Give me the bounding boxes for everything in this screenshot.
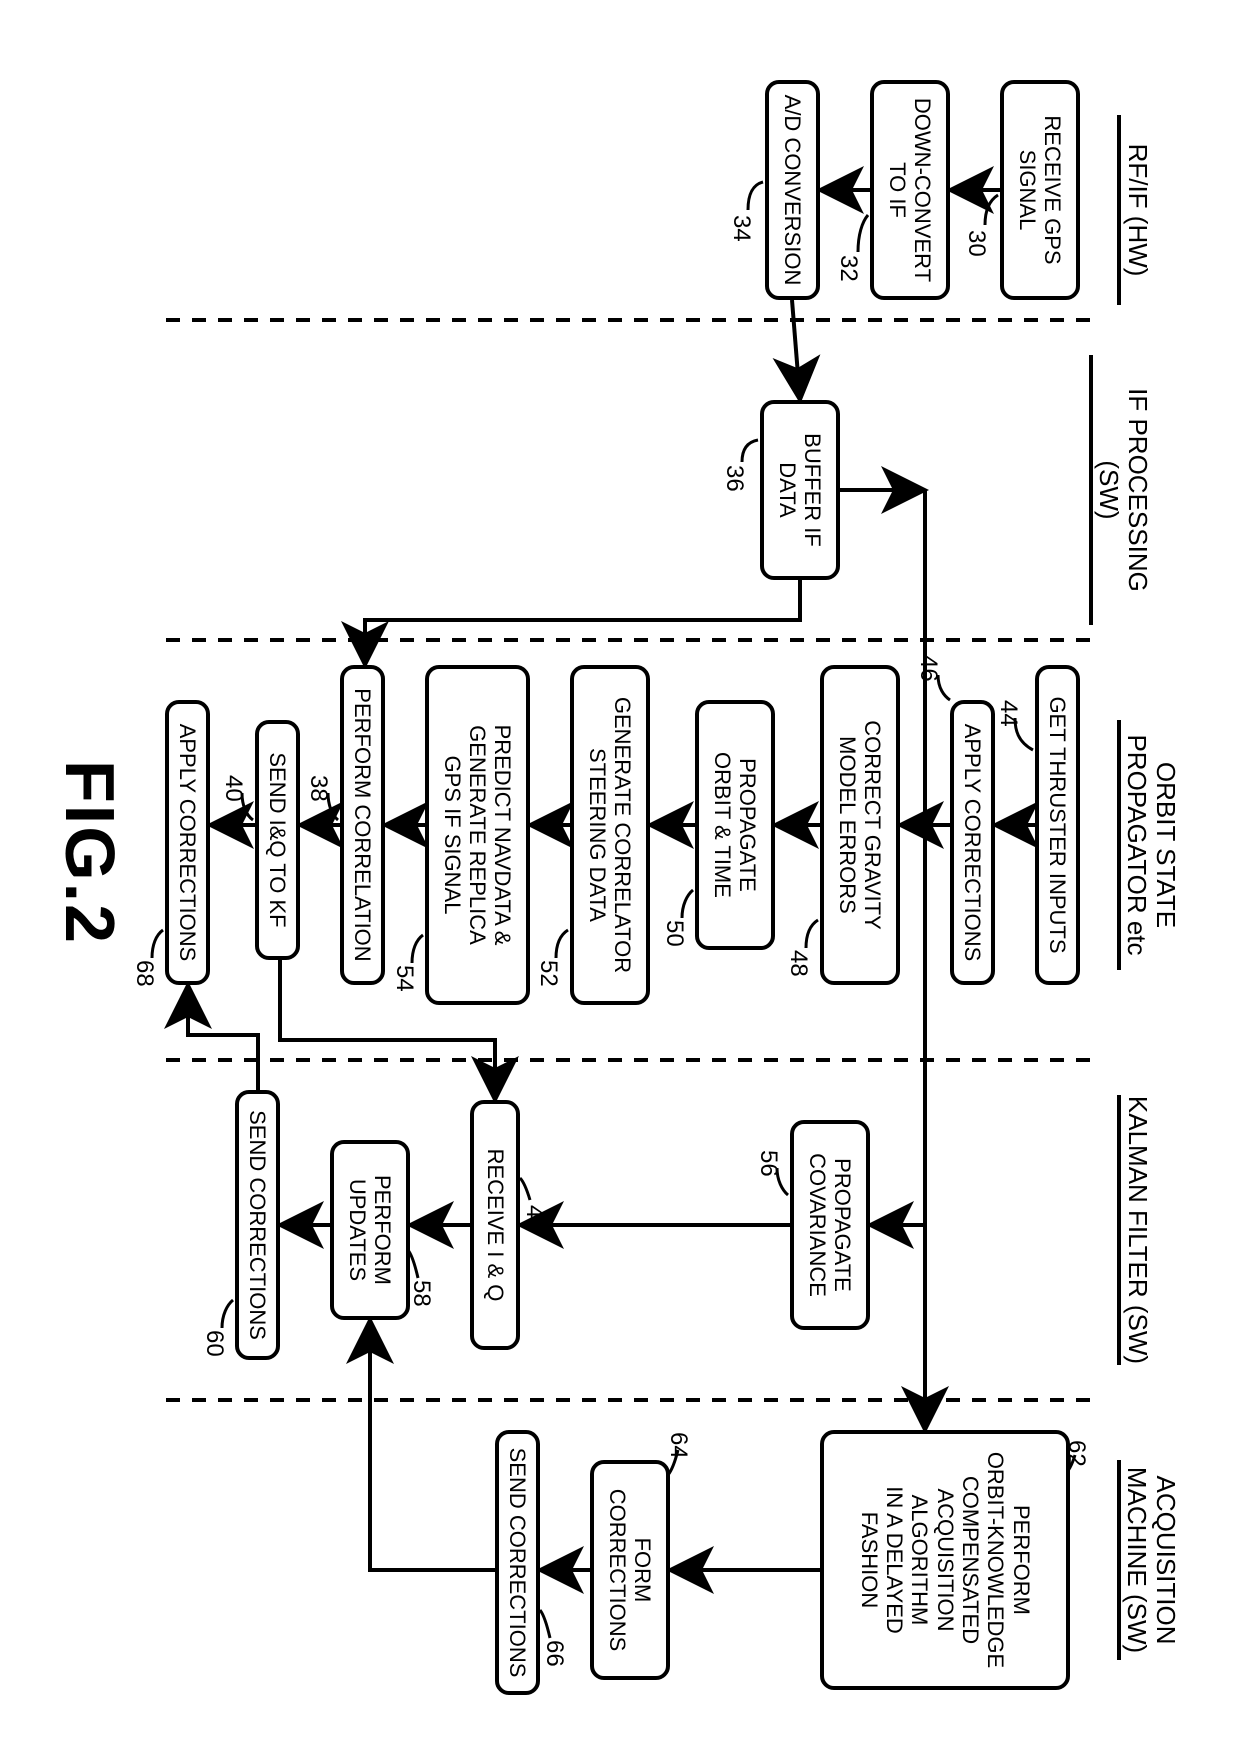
column-header-orbit: ORBIT STATEPROPAGATOR etc <box>1117 720 1180 970</box>
figure-label: FIG.2 <box>50 760 130 945</box>
block-68: APPLY CORRECTIONS <box>165 700 210 985</box>
block-40: SEND I&Q TO KF <box>255 720 300 960</box>
column-header-kalman: KALMAN FILTER (SW) <box>1117 1095 1152 1365</box>
block-32: DOWN-CONVERTTO IF <box>870 80 950 300</box>
ref-40: 40 <box>219 775 247 802</box>
block-66: SEND CORRECTIONS <box>495 1430 540 1695</box>
block-52: GENERATE CORRELATORSTEERING DATA <box>570 665 650 1005</box>
ref-30: 30 <box>962 230 990 257</box>
ref-44: 44 <box>994 700 1022 727</box>
ref-52: 52 <box>534 960 562 987</box>
block-62: PERFORMORBIT-KNOWLEDGECOMPENSATEDACQUISI… <box>820 1430 1070 1690</box>
ref-34: 34 <box>727 215 755 242</box>
ref-62: 62 <box>1062 1440 1090 1467</box>
ref-36: 36 <box>720 465 748 492</box>
block-50: PROPAGATEORBIT & TIME <box>695 700 775 950</box>
ref-68: 68 <box>130 960 158 987</box>
block-64: FORMCORRECTIONS <box>590 1460 670 1680</box>
block-34: A/D CONVERSION <box>765 80 820 300</box>
block-58: PERFORMUPDATES <box>330 1140 410 1320</box>
block-46: APPLY CORRECTIONS <box>950 700 995 985</box>
ref-46: 46 <box>914 655 942 682</box>
block-30: RECEIVE GPSSIGNAL <box>1000 80 1080 300</box>
ref-56: 56 <box>754 1150 782 1177</box>
ref-38: 38 <box>304 775 332 802</box>
ref-64: 64 <box>664 1432 692 1459</box>
block-48: CORRECT GRAVITYMODEL ERRORS <box>820 665 900 985</box>
block-56: PROPAGATECOVARIANCE <box>790 1120 870 1330</box>
column-header-ifproc: IF PROCESSING (SW) <box>1089 355 1152 625</box>
block-54: PREDICT NAVDATA &GENERATE REPLICAGPS IF … <box>425 665 530 1005</box>
ref-32: 32 <box>834 255 862 282</box>
block-42: RECEIVE I & Q <box>470 1100 520 1350</box>
block-38: PERFORM CORRELATION <box>340 665 385 985</box>
ref-42: 42 <box>520 1205 548 1232</box>
ref-66: 66 <box>540 1640 568 1667</box>
ref-54: 54 <box>390 965 418 992</box>
block-60: SEND CORRECTIONS <box>235 1090 280 1360</box>
ref-58: 58 <box>407 1280 435 1307</box>
ref-60: 60 <box>200 1330 228 1357</box>
block-36: BUFFER IFDATA <box>760 400 840 580</box>
ref-48: 48 <box>784 950 812 977</box>
ref-50: 50 <box>660 920 688 947</box>
block-44: GET THRUSTER INPUTS <box>1035 665 1080 985</box>
diagram-canvas: RF/IF (HW) IF PROCESSING (SW) ORBIT STATEP… <box>0 0 1240 1240</box>
column-header-acq: ACQUISITIONMACHINE (SW) <box>1117 1460 1180 1660</box>
column-header-rfif: RF/IF (HW) <box>1117 115 1152 305</box>
